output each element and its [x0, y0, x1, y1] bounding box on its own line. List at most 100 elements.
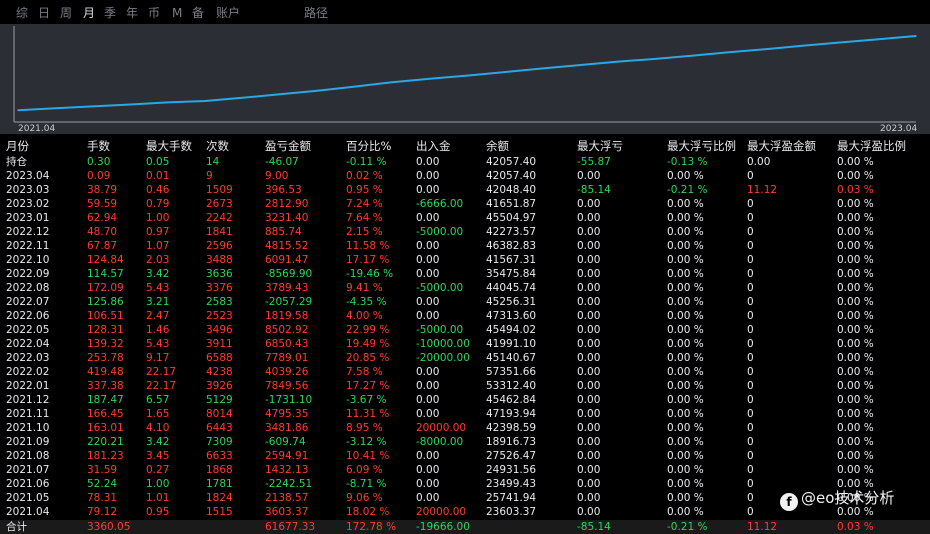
cell-col-10: 0	[747, 324, 754, 336]
table-row: 2021.05 78.31 1.01 1824 2138.57 9.06 % 0.00 257…	[0, 491, 930, 505]
cell-col-0: 2021.07	[6, 464, 50, 476]
cell-col-1: 172.09	[87, 282, 124, 294]
cell-col-1: 220.21	[87, 436, 124, 448]
table-row: 2021.04 79.12 0.95 1515 3603.37 18.02 % 20000.…	[0, 505, 930, 519]
cell-col-11: 0.00 %	[837, 436, 874, 448]
cell-col-8: -85.14	[577, 184, 611, 196]
cell-col-0: 2023.02	[6, 198, 50, 210]
tab-6[interactable]: 币	[148, 6, 161, 20]
cell-col-0: 2022.10	[6, 254, 50, 266]
tab-8[interactable]: 备	[192, 6, 205, 20]
cell-col-2: 1.00	[146, 212, 170, 224]
table-row: 2022.05 128.31 1.46 3496 8502.92 22.99 % -5000…	[0, 323, 930, 337]
cell-col-7: 23499.43	[486, 478, 537, 490]
tab-1[interactable]: 日	[38, 6, 51, 20]
cell-col-7: 41651.87	[486, 198, 537, 210]
cell-col-3: 9	[206, 170, 213, 182]
cell-col-1: 3360.05	[87, 521, 131, 533]
cell-col-1: 52.24	[87, 478, 118, 490]
cell-col-9: 0.00 %	[667, 464, 704, 476]
cell-col-5: 7.64 %	[346, 212, 383, 224]
social-logo-icon: f	[780, 493, 798, 511]
cell-col-1: 59.59	[87, 198, 118, 210]
cell-col-2: 0.79	[146, 198, 170, 210]
cell-col-2: 4.10	[146, 422, 170, 434]
cell-col-6: 0.00	[416, 450, 440, 462]
balance-point	[503, 71, 506, 73]
cell-col-6: 0.00	[416, 492, 440, 504]
cell-col-9: 0.00 %	[667, 338, 704, 350]
cell-col-7: 45504.97	[486, 212, 537, 224]
cell-col-6: 0.00	[416, 296, 440, 308]
cell-col-9: 0.00 %	[667, 422, 704, 434]
tab-7[interactable]: M	[172, 6, 183, 20]
tab-4[interactable]: 季	[104, 6, 117, 20]
cell-col-11: 0.00 %	[837, 422, 874, 434]
cell-col-3: 3911	[206, 338, 233, 350]
cell-col-2: 2.47	[146, 310, 170, 322]
cell-col-8: 0.00	[577, 240, 601, 252]
cell-col-11: 0.00 %	[837, 464, 874, 476]
cell-col-4: -609.74	[265, 436, 306, 448]
cell-col-5: 18.02 %	[346, 506, 390, 518]
cell-col-11: 0.00 %	[837, 408, 874, 420]
cell-col-1: 31.59	[87, 464, 118, 476]
balance-point	[802, 44, 805, 47]
cell-col-1: 187.47	[87, 394, 124, 406]
cell-col-7: 42048.40	[486, 184, 537, 196]
cell-col-8: 0.00	[577, 212, 601, 224]
cell-col-1: 125.86	[87, 296, 124, 308]
table-row: 2023.01 62.94 1.00 2242 3231.40 7.64 % 0.00 455…	[0, 211, 930, 225]
cell-col-8: 0.00	[577, 422, 601, 434]
table-row: 2022.12 48.70 0.97 1841 885.74 2.15 % -5000.00…	[0, 225, 930, 239]
tab-2[interactable]: 周	[60, 6, 73, 20]
cell-col-9: 最大浮亏比例	[667, 139, 736, 153]
cell-col-10: 0	[747, 226, 754, 238]
cell-col-3: 3636	[206, 268, 233, 280]
cell-col-8: 最大浮亏	[577, 139, 623, 153]
cell-col-3: 2523	[206, 310, 233, 322]
tab-5[interactable]: 年	[126, 6, 139, 20]
cell-col-11: 0.00 %	[837, 366, 874, 378]
cell-col-1: 253.78	[87, 352, 124, 364]
cell-col-5: 22.99 %	[346, 324, 390, 336]
cell-col-4: 4795.35	[265, 408, 309, 420]
balance-point	[877, 38, 880, 41]
cell-col-5: -3.67 %	[346, 394, 387, 406]
cell-col-5: 17.17 %	[346, 254, 390, 266]
cell-col-8: 0.00	[577, 478, 601, 490]
table-row: 2021.08 181.23 3.45 6633 2594.91 10.41 % 0.00 2…	[0, 449, 930, 463]
table-row: 2021.06 52.24 1.00 1781 -2242.51 -8.71 % 0.00 2…	[0, 477, 930, 491]
cell-col-11: 0.00 %	[837, 296, 874, 308]
cell-col-7: 余额	[486, 139, 509, 153]
tab-3[interactable]: 月	[83, 6, 96, 20]
cell-col-9: 0.00 %	[667, 170, 704, 182]
cell-col-4: -1731.10	[265, 394, 313, 406]
tab-10[interactable]: 路径	[304, 6, 329, 20]
cell-col-8: 0.00	[577, 296, 601, 308]
cell-col-4: 6850.43	[265, 338, 309, 350]
cell-col-4: 2812.90	[265, 198, 309, 210]
cell-col-10: 0.00	[747, 156, 771, 168]
cell-col-10: 0	[747, 282, 754, 294]
cell-col-1: 手数	[87, 139, 110, 153]
tab-0[interactable]: 综	[16, 6, 29, 20]
cell-col-5: 20.85 %	[346, 352, 390, 364]
cell-col-5: 10.41 %	[346, 450, 390, 462]
cell-col-5: 17.27 %	[346, 380, 390, 392]
cell-col-3: 1841	[206, 226, 233, 238]
cell-col-4: -46.07	[265, 156, 299, 168]
cell-col-7: 57351.66	[486, 366, 537, 378]
cell-col-6: -20000.00	[416, 352, 470, 364]
cell-col-6: -5000.00	[416, 226, 464, 238]
cell-col-1: 139.32	[87, 338, 124, 350]
cell-col-1: 163.01	[87, 422, 124, 434]
cell-col-2: 2.03	[146, 254, 170, 266]
tab-9[interactable]: 账户	[216, 6, 241, 20]
cell-col-8: 0.00	[577, 352, 601, 364]
cell-col-1: 166.45	[87, 408, 124, 420]
cell-col-11: 最大浮盈比例	[837, 139, 906, 153]
cell-col-5: 百分比%	[346, 139, 392, 153]
cell-col-6: 0.00	[416, 366, 440, 378]
cell-col-2: 0.27	[146, 464, 170, 476]
